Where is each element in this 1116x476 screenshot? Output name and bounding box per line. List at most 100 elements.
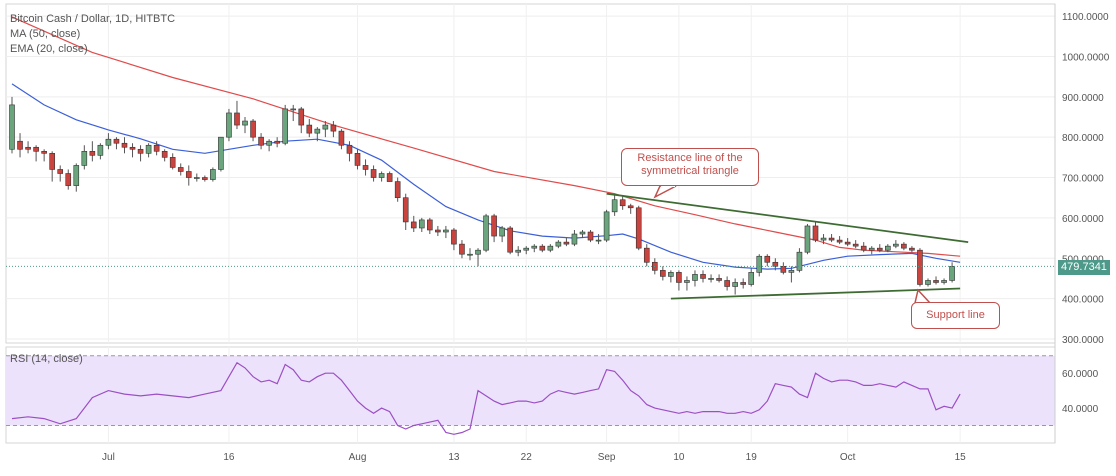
- candle-body: [740, 282, 746, 285]
- candle-body: [49, 153, 55, 170]
- candle-body: [563, 241, 570, 245]
- candle-body: [523, 247, 530, 251]
- time-tick-label: 22: [521, 452, 533, 463]
- candle-body: [25, 146, 31, 150]
- rsi-band: [6, 355, 1055, 426]
- candle-body: [844, 241, 851, 245]
- price-tick-label: 800.0000: [1062, 133, 1104, 144]
- candle-body: [443, 229, 449, 233]
- candle-body: [885, 245, 891, 251]
- candle-body: [57, 169, 64, 174]
- candle-body: [724, 280, 730, 287]
- candle-body: [868, 247, 875, 251]
- candle-body: [234, 112, 240, 126]
- chart-title: Bitcoin Cash / Dollar, 1D, HITBTC: [10, 13, 176, 25]
- support-callout: Support line: [911, 302, 1000, 329]
- candle-body: [33, 146, 39, 152]
- candle-body: [41, 151, 47, 154]
- candle-body: [933, 280, 939, 283]
- candle-body: [394, 181, 401, 199]
- candle-body: [860, 245, 867, 251]
- price-pane: [5, 3, 1056, 344]
- candle-body: [290, 108, 297, 111]
- candle-body: [732, 282, 738, 287]
- candle-body: [716, 278, 722, 281]
- candle-body: [362, 165, 369, 170]
- candle-body: [258, 136, 264, 146]
- candle-body: [587, 231, 594, 241]
- candle-body: [185, 171, 192, 178]
- candle-body: [796, 251, 803, 271]
- candle-body: [218, 136, 224, 170]
- candle-body: [346, 144, 353, 154]
- candle-body: [676, 272, 682, 283]
- candle-body: [435, 229, 441, 233]
- candle-body: [97, 144, 104, 156]
- candle-body: [250, 120, 256, 138]
- candle-body: [547, 245, 554, 251]
- candle-body: [788, 270, 795, 273]
- candle-body: [145, 144, 152, 154]
- candle-body: [893, 243, 899, 247]
- time-tick-label: Oct: [840, 452, 856, 463]
- candle-body: [475, 249, 481, 255]
- candle-body: [571, 233, 578, 245]
- rsi-legend: RSI (14, close): [10, 353, 83, 365]
- candle-body: [330, 124, 337, 132]
- candle-body: [852, 243, 859, 247]
- time-tick-label: 19: [746, 452, 758, 463]
- candle-body: [467, 253, 473, 256]
- candle-body: [772, 261, 779, 267]
- candle-body: [515, 249, 522, 253]
- price-tick-label: 900.0000: [1062, 93, 1104, 104]
- time-tick-label: Sep: [598, 452, 616, 463]
- candle-body: [635, 207, 642, 249]
- candle-body: [402, 197, 409, 223]
- price-tick-label: 400.0000: [1062, 295, 1104, 306]
- rsi-line: [11, 361, 961, 435]
- candle-body: [539, 245, 546, 251]
- candle-body: [708, 278, 714, 280]
- time-tick-label: 16: [223, 452, 235, 463]
- candle-body: [274, 140, 280, 144]
- candle-body: [483, 215, 489, 251]
- candle-body: [660, 270, 666, 277]
- candle-body: [153, 144, 160, 152]
- candle-body: [941, 280, 947, 283]
- last-price-tag: 479.7341: [1058, 260, 1110, 275]
- candle-body: [306, 124, 313, 134]
- candle-body: [692, 274, 698, 281]
- candle-body: [828, 237, 835, 241]
- candle-body: [619, 199, 626, 207]
- candle-body: [105, 138, 112, 146]
- time-tick-label: Aug: [349, 452, 367, 463]
- candle-body: [226, 112, 232, 138]
- candle-body: [242, 120, 248, 126]
- candle-body: [595, 239, 602, 242]
- candle-body: [451, 229, 457, 245]
- candle-body: [17, 140, 23, 150]
- candle-body: [370, 169, 377, 178]
- candle-body: [210, 169, 216, 180]
- candle-body: [812, 225, 819, 241]
- candle-body: [418, 219, 425, 229]
- candle-body: [121, 142, 128, 148]
- ema-20-line: [11, 83, 961, 270]
- candle-body: [9, 104, 15, 150]
- rsi-tick-label: 40.0000: [1062, 404, 1099, 415]
- candle-body: [949, 266, 955, 281]
- time-tick-label: 10: [673, 452, 685, 463]
- candle-body: [266, 140, 272, 146]
- candle-body: [700, 274, 706, 279]
- candle-body: [410, 221, 417, 229]
- price-tick-label: 1100.0000: [1062, 12, 1109, 23]
- candle-body: [836, 239, 843, 243]
- candle-body: [314, 128, 321, 134]
- price-tick-label: 1000.0000: [1062, 52, 1110, 63]
- candle-body: [354, 153, 361, 166]
- candle-body: [579, 231, 586, 235]
- candle-body: [925, 280, 931, 285]
- candle-body: [298, 108, 305, 126]
- candle-body: [491, 215, 497, 237]
